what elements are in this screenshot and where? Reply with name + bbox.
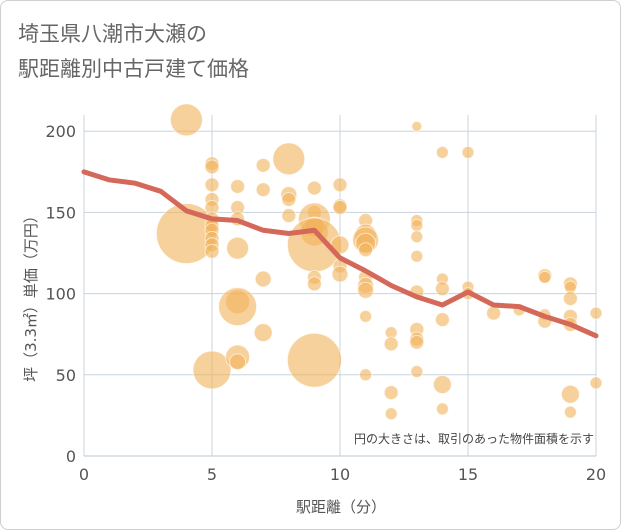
bubble-point xyxy=(272,142,306,176)
bubble-point xyxy=(410,365,424,379)
trend-line xyxy=(81,169,599,339)
tick-labels: 0 50 100 150 200 0 5 10 15 20 xyxy=(45,122,606,484)
x-tick-label: 15 xyxy=(458,465,478,484)
x-tick-label: 0 xyxy=(79,465,89,484)
bubble-point xyxy=(358,242,374,258)
x-tick-label: 5 xyxy=(207,465,217,484)
bubble-point xyxy=(410,230,424,244)
bubble-point xyxy=(281,208,297,224)
y-tick-label: 50 xyxy=(56,366,76,385)
trend-series xyxy=(81,169,599,339)
x-axis-label: 駅距離（分） xyxy=(296,498,386,516)
bubble-point xyxy=(286,332,342,388)
y-tick-label: 150 xyxy=(45,203,76,222)
bubble-point xyxy=(169,103,203,137)
bubble-point xyxy=(255,157,271,173)
bubble-point xyxy=(254,270,272,288)
bubble-point xyxy=(306,276,322,292)
bubble-point xyxy=(230,178,246,194)
chart-title-line-1: 埼玉県八潮市大瀬の xyxy=(18,22,207,46)
bubble-point xyxy=(563,405,577,419)
bubble-point xyxy=(204,177,220,193)
grid-lines xyxy=(83,115,597,457)
bubble-point xyxy=(255,182,271,198)
bubble-point xyxy=(562,290,578,306)
bubble-point xyxy=(434,281,450,297)
bubble-point xyxy=(432,375,452,395)
x-tick-label: 20 xyxy=(586,465,606,484)
bubble-point xyxy=(486,305,502,321)
bubble-point xyxy=(332,177,348,193)
bubble-point xyxy=(383,336,399,352)
bubble-point xyxy=(435,145,449,159)
bubble-point xyxy=(410,249,424,263)
bubble-point xyxy=(332,200,348,216)
bubble-point xyxy=(589,376,603,390)
bubble-series xyxy=(155,103,603,421)
bubble-point xyxy=(331,265,349,283)
bubble-point xyxy=(384,407,398,421)
bubble-point xyxy=(538,270,552,284)
bubble-point xyxy=(204,243,220,259)
bubble-point xyxy=(204,159,220,175)
bubble-point xyxy=(411,120,423,132)
chart-title-line-2: 駅距離別中古戸建て価格 xyxy=(18,57,249,81)
bubble-point xyxy=(218,287,258,327)
bubble-point xyxy=(359,309,373,323)
x-tick-label: 10 xyxy=(330,465,350,484)
y-tick-label: 200 xyxy=(45,122,76,141)
y-tick-label: 100 xyxy=(45,285,76,304)
bubble-point xyxy=(253,323,273,343)
bubble-size-note: 円の大きさは、取引のあった物件面積を示す xyxy=(354,431,594,446)
bubble-point xyxy=(281,191,297,207)
bubble-point xyxy=(306,180,322,196)
bubble-point xyxy=(226,236,250,260)
bubble-point xyxy=(461,145,475,159)
bubble-point xyxy=(229,353,247,371)
bubble-point xyxy=(383,385,399,401)
bubble-point xyxy=(410,218,424,232)
bubble-point xyxy=(434,312,450,328)
bubble-point xyxy=(357,281,375,299)
bubble-point xyxy=(192,350,232,390)
bubble-point xyxy=(409,334,425,350)
y-axis-label: 坪（3.3㎡）単価（万円） xyxy=(22,208,40,382)
y-tick-label: 0 xyxy=(66,447,76,466)
bubble-point xyxy=(560,384,580,404)
bubble-point xyxy=(435,402,449,416)
bubble-point xyxy=(589,306,603,320)
bubble-point xyxy=(359,368,373,382)
